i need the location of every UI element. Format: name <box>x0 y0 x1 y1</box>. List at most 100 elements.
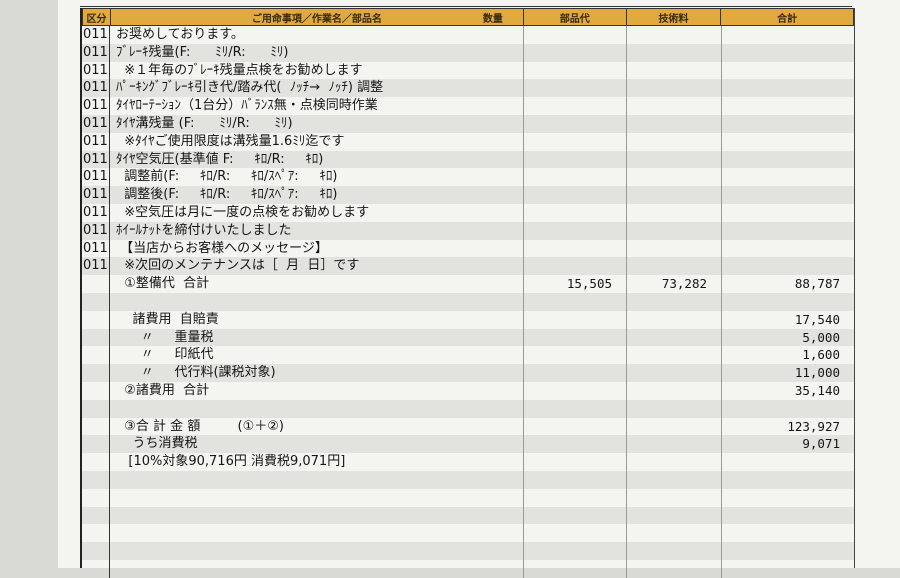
row-parts <box>524 257 627 276</box>
row-labor <box>627 150 722 169</box>
row-parts <box>524 310 627 329</box>
table-row: 011 調整前(F: ｷﾛ/R: ｷﾛ/ｽﾍﾟｱ: ｷﾛ) <box>82 168 854 187</box>
row-item: 〃 印紙代 <box>110 346 524 365</box>
row-labor <box>627 239 722 258</box>
row-total <box>722 471 854 489</box>
row-parts <box>524 435 627 454</box>
table-row: 011 ※１年毎のﾌﾞﾚｰｷ残量点検をお勧めします <box>82 61 854 80</box>
row-parts <box>524 203 627 222</box>
row-item <box>110 470 524 489</box>
table-row: 011 ﾀｲﾔ空気圧(基準値 F: ｷﾛ/R: ｷﾛ) <box>82 150 854 169</box>
table-row: 011 ﾊﾟｰｷﾝｸﾞﾌﾞﾚｰｷ引き代/踏み代( ﾉｯﾁ→ ﾉｯﾁ) 調整 <box>82 79 854 98</box>
row-parts <box>524 453 627 471</box>
table-row: 〃 印紙代 1,600 <box>82 346 854 365</box>
row-total <box>722 453 854 471</box>
invoice-table: 区分 ご用命事項／作業名／部品名 数量 部品代 技術料 合計 011 お奨めしてお… <box>80 8 855 578</box>
table-row: 011 お奨めしております。 <box>82 26 854 44</box>
row-code: 011 <box>82 114 110 133</box>
row-code: 011 <box>82 257 110 276</box>
row-parts <box>524 559 627 578</box>
row-item: お奨めしております。 <box>110 26 524 44</box>
row-labor <box>627 168 722 187</box>
row-item <box>110 559 524 578</box>
row-parts <box>524 221 627 240</box>
table-row: 011 ※次回のメンテナンスは［ 月 日］です <box>82 257 854 276</box>
table-row <box>82 524 854 543</box>
row-labor <box>627 453 722 471</box>
row-labor <box>627 381 722 400</box>
row-code: 011 <box>82 221 110 240</box>
row-item: ﾀｲﾔ溝残量 (F: ﾐﾘ/R: ﾐﾘ) <box>110 114 524 133</box>
row-code <box>82 346 110 365</box>
row-labor <box>627 43 722 62</box>
row-code: 011 <box>82 239 110 258</box>
row-total <box>722 151 854 169</box>
row-total: 123,927 <box>787 418 840 434</box>
row-item: 調整後(F: ｷﾛ/R: ｷﾛ/ｽﾍﾟｱ: ｷﾛ) <box>110 186 524 204</box>
row-labor <box>627 488 722 507</box>
row-item: [10%対象90,716円 消費税9,071円] <box>110 453 524 471</box>
table-row: 諸費用 自賠責 17,540 <box>82 310 854 329</box>
row-item: 【当店からお客様へのメッセージ】 <box>110 239 524 258</box>
table-row: 〃 重量税 5,000 <box>82 328 854 347</box>
row-code <box>82 542 110 560</box>
row-item <box>110 399 524 418</box>
row-total <box>722 293 854 311</box>
row-total <box>722 133 854 151</box>
row-item <box>110 488 524 507</box>
row-labor <box>627 114 722 133</box>
row-parts <box>524 168 627 187</box>
table-row: [10%対象90,716円 消費税9,071円] <box>82 453 854 471</box>
row-total <box>722 79 854 97</box>
row-item: ③合 計 金 額 (①＋②) <box>110 417 524 436</box>
row-labor <box>627 417 722 436</box>
row-parts <box>524 470 627 489</box>
table-row: 011 【当店からお客様へのメッセージ】 <box>82 239 854 258</box>
row-code: 011 <box>82 79 110 98</box>
row-total <box>722 560 854 578</box>
row-code: 011 <box>82 203 110 222</box>
row-parts <box>524 26 627 44</box>
row-labor <box>627 328 722 347</box>
table-row: 011 ﾀｲﾔﾛｰﾃｰｼｮﾝ（1台分）ﾊﾞﾗﾝｽ無・点検同時作業 <box>82 97 854 115</box>
row-parts <box>524 239 627 258</box>
row-item: ※１年毎のﾌﾞﾚｰｷ残量点検をお勧めします <box>110 61 524 80</box>
row-item: ※空気圧は月に一度の点検をお勧めします <box>110 203 524 222</box>
row-total <box>722 168 854 186</box>
row-parts <box>524 399 627 418</box>
row-total: 9,071 <box>802 436 840 452</box>
row-parts: 15,505 <box>524 275 627 293</box>
row-item: ※ﾀｲﾔご使用限度は溝残量1.6ﾐﾘ迄です <box>110 132 524 151</box>
row-code <box>82 328 110 347</box>
row-total <box>722 400 854 418</box>
row-item <box>110 506 524 525</box>
row-labor: 73,282 <box>627 275 722 293</box>
row-labor <box>627 506 722 525</box>
row-labor <box>627 186 722 204</box>
row-item: 調整前(F: ｷﾛ/R: ｷﾛ/ｽﾍﾟｱ: ｷﾛ) <box>110 168 524 187</box>
row-code: 011 <box>82 26 110 44</box>
row-labor <box>627 292 722 311</box>
table-row <box>82 292 854 311</box>
row-labor <box>627 221 722 240</box>
table-row: うち消費税 9,071 <box>82 435 854 454</box>
row-total: 17,540 <box>794 311 840 327</box>
row-parts <box>524 506 627 525</box>
row-code <box>82 453 110 471</box>
top-border <box>80 0 852 7</box>
header-total: 合計 <box>777 13 798 25</box>
row-parts <box>524 328 627 347</box>
header-item-label: ご用命事項／作業名／部品名 <box>251 13 382 25</box>
row-total: 88,787 <box>794 276 840 292</box>
row-parts <box>524 43 627 62</box>
row-code <box>82 275 110 293</box>
row-total: 1,600 <box>802 347 840 363</box>
row-labor <box>627 26 722 44</box>
row-labor <box>627 310 722 329</box>
row-code <box>82 399 110 418</box>
row-labor <box>627 257 722 276</box>
header-item: ご用命事項／作業名／部品名 数量 <box>111 9 524 25</box>
row-code: 011 <box>82 61 110 80</box>
row-item: うち消費税 <box>110 435 524 454</box>
row-labor <box>627 364 722 382</box>
